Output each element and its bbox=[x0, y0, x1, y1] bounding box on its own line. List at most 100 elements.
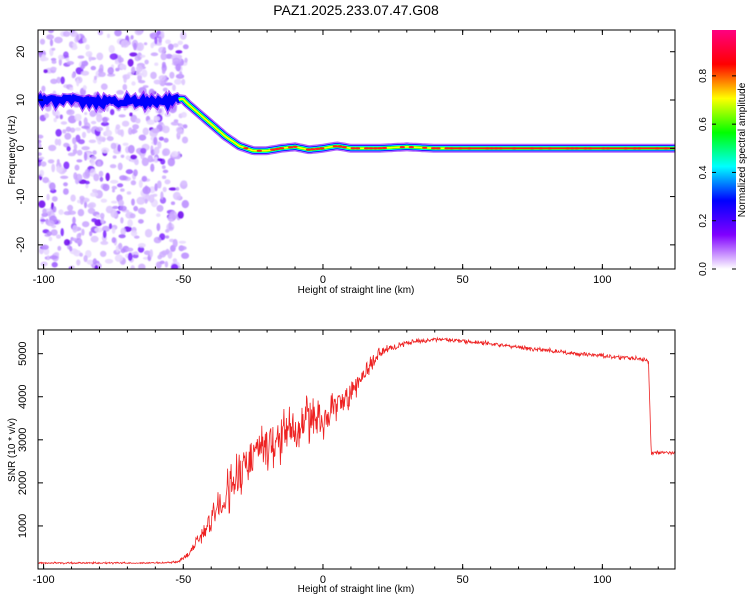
noise-speckle bbox=[133, 169, 138, 177]
noise-speckle bbox=[95, 214, 100, 219]
noise-speckle bbox=[163, 137, 169, 143]
noise-speckle bbox=[140, 147, 147, 154]
y-tick-label: 3000 bbox=[17, 428, 29, 452]
noise-speckle bbox=[108, 45, 115, 54]
snr-x-axis: -100 -50 0 50 100 bbox=[33, 330, 659, 586]
noise-speckle bbox=[169, 71, 175, 79]
noise-speckle bbox=[84, 169, 90, 178]
noise-speckle bbox=[106, 136, 114, 142]
noise-speckle bbox=[64, 132, 72, 140]
noise-speckle bbox=[170, 121, 179, 126]
ridge-peak bbox=[288, 146, 294, 149]
figure-title: PAZ1.2025.233.07.47.G08 bbox=[273, 2, 439, 18]
noise-speckle bbox=[164, 179, 171, 185]
noise-speckle bbox=[117, 144, 121, 152]
snr-x-label: Height of straight line (km) bbox=[298, 584, 415, 595]
spectrogram-heatmap bbox=[38, 30, 675, 269]
spectrogram-x-label: Height of straight line (km) bbox=[298, 285, 415, 296]
noise-speckle bbox=[51, 261, 58, 268]
noise-speckle bbox=[67, 210, 77, 215]
noise-speckle bbox=[38, 142, 42, 149]
noise-speckle bbox=[154, 36, 158, 45]
noise-speckle bbox=[51, 47, 56, 51]
noise-speckle bbox=[161, 68, 166, 75]
noise-speckle bbox=[129, 112, 133, 117]
noise-speckle bbox=[132, 124, 140, 130]
noise-speckle bbox=[96, 113, 103, 123]
noise-speckle bbox=[111, 227, 116, 234]
noise-speckle bbox=[102, 183, 110, 192]
y-tick-label: -20 bbox=[15, 237, 27, 253]
colorbar-tick-label: 0.8 bbox=[698, 68, 709, 82]
noise-speckle bbox=[123, 75, 127, 84]
noise-speckle bbox=[49, 39, 54, 47]
noise-speckle bbox=[117, 162, 123, 171]
noise-speckle bbox=[49, 255, 58, 260]
noise-speckle bbox=[77, 55, 85, 59]
noise-speckle bbox=[97, 160, 102, 167]
noise-speckle bbox=[134, 159, 139, 166]
noise-speckle bbox=[50, 66, 57, 71]
noise-speckle bbox=[138, 179, 143, 188]
noise-speckle bbox=[182, 44, 189, 50]
noise-speckle bbox=[105, 172, 110, 182]
noise-speckle bbox=[87, 207, 96, 214]
noise-speckle bbox=[107, 67, 114, 75]
noise-speckle bbox=[110, 209, 117, 218]
noise-speckle bbox=[63, 161, 70, 170]
noise-speckle bbox=[81, 131, 87, 139]
noise-speckle bbox=[169, 210, 178, 220]
noise-speckle bbox=[160, 31, 165, 39]
x-tick-label: 0 bbox=[320, 274, 326, 286]
noise-speckle bbox=[122, 142, 129, 146]
noise-speckle bbox=[90, 235, 99, 243]
noise-speckle bbox=[181, 78, 186, 86]
noise-speckle bbox=[111, 185, 118, 190]
noise-speckle bbox=[143, 250, 151, 256]
noise-speckle bbox=[128, 127, 133, 135]
noise-speckle bbox=[98, 136, 107, 142]
noise-speckle bbox=[47, 159, 55, 164]
noise-speckle bbox=[76, 78, 80, 87]
noise-speckle bbox=[84, 200, 87, 209]
signal-ridge bbox=[38, 89, 675, 156]
noise-speckle bbox=[179, 123, 184, 128]
noise-speckle bbox=[132, 254, 139, 259]
noise-speckle bbox=[133, 205, 139, 212]
noise-speckle bbox=[119, 175, 127, 181]
noise-speckle bbox=[165, 248, 170, 255]
snr-y-label: SNR (10 * v/v) bbox=[7, 418, 18, 482]
noise-speckle bbox=[46, 255, 50, 261]
noise-speckle bbox=[162, 87, 168, 92]
noise-speckle bbox=[149, 249, 153, 258]
noise-speckle bbox=[77, 149, 83, 156]
noise-speckle bbox=[67, 109, 73, 114]
noise-speckle bbox=[50, 229, 58, 236]
noise-speckle bbox=[82, 85, 87, 91]
noise-speckle bbox=[76, 259, 81, 266]
noise-speckle bbox=[120, 154, 125, 158]
noise-speckle bbox=[154, 62, 159, 66]
noise-speckle bbox=[137, 207, 146, 215]
noise-speckle bbox=[41, 85, 46, 93]
noise-speckle bbox=[161, 175, 167, 179]
noise-speckle bbox=[154, 116, 160, 122]
noise-speckle bbox=[118, 114, 126, 118]
ridge-peak bbox=[399, 146, 405, 149]
x-tick-label: -50 bbox=[175, 574, 191, 586]
noise-speckle bbox=[102, 116, 108, 124]
ridge-peak bbox=[364, 147, 370, 150]
noise-speckle bbox=[111, 200, 118, 204]
noise-speckle bbox=[137, 74, 143, 82]
noise-speckle bbox=[131, 66, 136, 74]
noise-speckle bbox=[177, 40, 183, 45]
colorbar-tick-label: 0.2 bbox=[698, 213, 709, 227]
noise-speckle bbox=[164, 82, 173, 86]
noise-speckle bbox=[157, 158, 163, 162]
ridge-peak bbox=[435, 147, 441, 150]
noise-speckle bbox=[158, 75, 166, 81]
noise-speckle bbox=[157, 254, 162, 260]
y-tick-label: 10 bbox=[15, 94, 27, 106]
noise-speckle bbox=[160, 191, 164, 200]
noise-speckle bbox=[110, 179, 119, 184]
